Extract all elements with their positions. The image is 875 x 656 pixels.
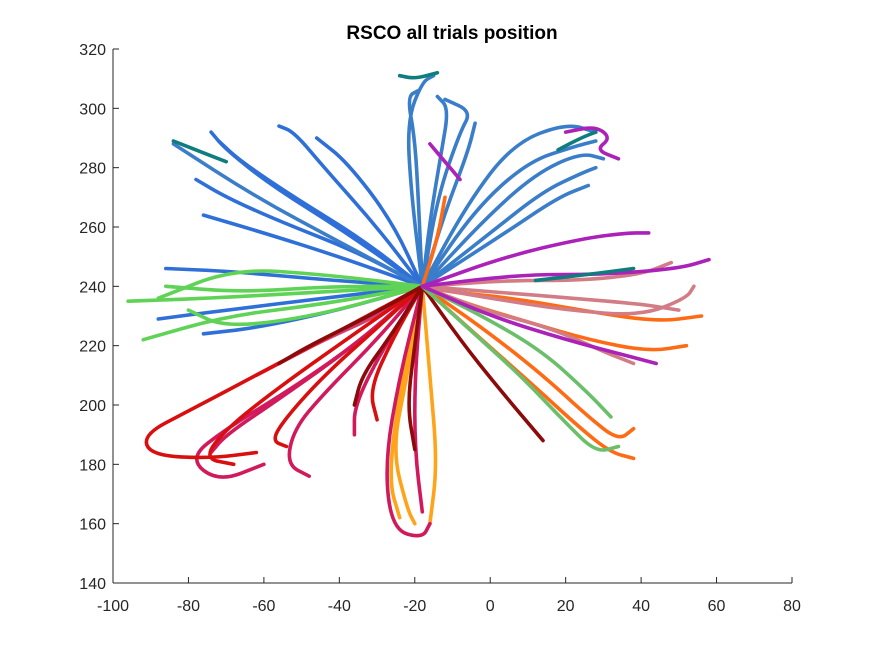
trajectory-line-57 <box>563 126 621 161</box>
y-tick-label: 280 <box>79 161 106 178</box>
trajectory-line-21 <box>126 284 425 303</box>
trajectory-line-29 <box>385 284 432 538</box>
trajectory-line-23 <box>164 284 425 293</box>
trajectory-line-14 <box>277 124 425 289</box>
trajectory-line-15 <box>314 136 425 289</box>
trajectory-line-26 <box>394 284 425 526</box>
trajectory-line-42 <box>277 284 425 366</box>
trajectory-line-17 <box>164 266 425 289</box>
trajectory-line-22 <box>141 284 425 342</box>
y-tick-label: 180 <box>79 457 106 474</box>
trajectory-line-58 <box>428 142 462 182</box>
trajectory-line-59 <box>397 70 440 80</box>
trajectory-line-9 <box>420 183 591 289</box>
trajectory-line-48 <box>420 284 621 452</box>
trajectory-line-8 <box>420 139 598 289</box>
y-tick-label: 320 <box>79 42 106 59</box>
trajectory-line-51 <box>420 284 681 312</box>
y-tick-label: 160 <box>79 517 106 534</box>
x-tick-label: -60 <box>252 598 275 615</box>
trajectory-line-3 <box>406 73 436 289</box>
trajectory-line-50 <box>420 284 696 316</box>
trajectory-line-39 <box>352 284 425 407</box>
trajectory-line-49 <box>420 284 613 419</box>
x-tick-label: -100 <box>97 598 129 615</box>
y-tick-label: 300 <box>79 101 106 118</box>
trajectory-line-47 <box>420 195 447 289</box>
trajectory-line-6 <box>420 153 606 289</box>
plot-area <box>126 70 711 538</box>
trajectory-line-38 <box>370 284 425 422</box>
trajectory-line-37 <box>273 284 425 449</box>
trajectory-line-5 <box>420 124 598 289</box>
x-tick-label: -40 <box>328 598 351 615</box>
trajectory-line-30 <box>413 284 425 514</box>
trajectory-line-20 <box>156 269 425 300</box>
trajectory-line-40 <box>407 284 425 452</box>
x-tick-label: -80 <box>177 598 200 615</box>
trajectory-line-24 <box>186 284 425 327</box>
trajectory-line-1 <box>407 88 425 289</box>
trajectory-line-13 <box>201 213 425 289</box>
trajectory-line-33 <box>287 284 425 478</box>
trajectory-line-52 <box>420 284 636 366</box>
trajectory-line-11 <box>209 130 425 289</box>
trajectory-line-56 <box>420 284 658 366</box>
trajectory-line-16 <box>171 142 425 289</box>
trajectory-line-2 <box>420 97 470 289</box>
trajectory-line-28 <box>389 284 425 520</box>
trajectory-line-62 <box>533 266 636 283</box>
y-axis-ticks: 140 160 180 200 220 240 260 280 300 320 <box>79 42 119 593</box>
trajectory-line-36 <box>208 284 425 467</box>
x-tick-label: 0 <box>486 598 495 615</box>
x-axis-ticks: -100 -80 -60 -40 -20 0 20 40 60 80 <box>97 577 801 615</box>
y-tick-label: 220 <box>79 339 106 356</box>
trajectory-line-61 <box>556 130 598 152</box>
y-tick-label: 260 <box>79 220 106 237</box>
trajectory-line-27 <box>420 284 438 526</box>
x-tick-label: 60 <box>708 598 726 615</box>
trajectory-line-32 <box>209 284 425 455</box>
x-tick-label: -20 <box>403 598 426 615</box>
y-tick-label: 240 <box>79 279 106 296</box>
trajectory-line-18 <box>156 284 425 321</box>
trajectory-line-44 <box>420 284 636 439</box>
x-tick-label: 20 <box>557 598 575 615</box>
trajectory-line-60 <box>171 139 228 164</box>
chart-title: RSCO all trials position <box>346 23 557 44</box>
x-tick-label: 80 <box>783 598 801 615</box>
y-tick-label: 200 <box>79 398 106 415</box>
trajectory-line-41 <box>420 284 545 443</box>
trajectory-line-7 <box>420 165 598 289</box>
x-tick-label: 40 <box>632 598 650 615</box>
trajectory-line-54 <box>420 231 651 289</box>
y-tick-label: 140 <box>79 576 106 593</box>
trajectory-line-0 <box>420 94 449 289</box>
